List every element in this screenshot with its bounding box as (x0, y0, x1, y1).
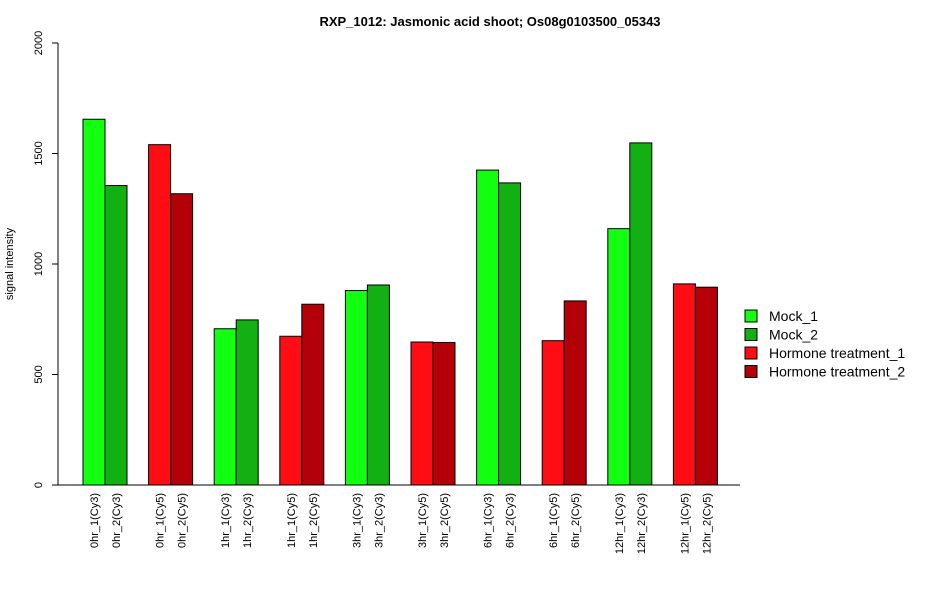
bar (694, 286, 718, 486)
x-category-label: 1hr_1(Cy5) (286, 493, 298, 548)
y-tick-label: 1500 (33, 141, 45, 165)
bar (366, 284, 390, 486)
x-category-label: 6hr_1(Cy5) (548, 493, 560, 548)
legend-label: Hormone treatment_2 (769, 364, 905, 380)
bar (563, 300, 587, 486)
bar (213, 328, 237, 486)
x-category-label: 3hr_2(Cy5) (439, 493, 451, 548)
x-category-label: 6hr_2(Cy3) (505, 493, 517, 548)
x-category-label: 12hr_2(Cy3) (636, 493, 648, 554)
bar (410, 341, 434, 486)
y-tick-label: 2000 (33, 31, 45, 55)
legend-swatch (744, 328, 758, 341)
bar (235, 319, 259, 486)
x-category-label: 3hr_1(Cy5) (417, 493, 429, 548)
x-category-label: 12hr_2(Cy5) (701, 493, 713, 554)
bar (170, 193, 194, 486)
bars (82, 118, 718, 486)
bar (279, 335, 303, 486)
x-category-label: 0hr_1(Cy5) (155, 493, 167, 548)
legend-swatch (744, 309, 758, 323)
x-axis: 0hr_1(Cy3) 0hr_2(Cy3) 0hr_1(Cy5) 0hr_2(Cy5)… (58, 484, 740, 554)
y-tick-label: 500 (33, 365, 45, 383)
legend-swatch (744, 365, 758, 378)
chart-title: RXP_1012: Jasmonic acid shoot; Os08g0103… (319, 14, 660, 29)
bar (541, 340, 565, 486)
x-category-label: 0hr_2(Cy3) (111, 493, 123, 548)
bar (498, 182, 522, 486)
x-category-label: 3hr_1(Cy3) (351, 493, 363, 548)
x-category-label: 0hr_2(Cy5) (177, 493, 189, 548)
bar (672, 283, 696, 486)
x-category-label: 0hr_1(Cy3) (89, 493, 101, 548)
x-category-label: 12hr_1(Cy3) (614, 493, 626, 554)
legend-label: Mock_2 (769, 327, 818, 343)
x-category-label: 1hr_1(Cy3) (220, 493, 232, 548)
legend-swatch (744, 346, 758, 360)
bar (301, 303, 325, 486)
y-axis-title: signal intensity (4, 227, 16, 300)
bar (148, 144, 172, 486)
bar (344, 290, 368, 486)
x-category-label: 3hr_2(Cy3) (373, 493, 385, 548)
x-category-label: 12hr_1(Cy5) (679, 493, 691, 554)
x-category-label: 6hr_1(Cy3) (483, 493, 495, 548)
y-tick-label: 0 (33, 482, 45, 488)
y-tick-label: 1000 (33, 252, 45, 276)
y-axis: 0 500 1000 1500 2000 (33, 31, 59, 488)
legend: Mock_1 Mock_2 Hormone treatment_1 Hormone t… (744, 308, 905, 380)
bar (629, 142, 653, 486)
x-category-label: 6hr_2(Cy5) (570, 493, 582, 548)
bar (476, 169, 500, 486)
bar (104, 185, 128, 486)
legend-label: Hormone treatment_1 (769, 345, 905, 361)
legend-label: Mock_1 (769, 308, 818, 324)
bar (432, 341, 456, 486)
x-category-label: 1hr_2(Cy5) (308, 493, 320, 548)
bar (82, 118, 106, 486)
x-category-label: 1hr_2(Cy3) (242, 493, 254, 548)
bar (607, 228, 631, 486)
